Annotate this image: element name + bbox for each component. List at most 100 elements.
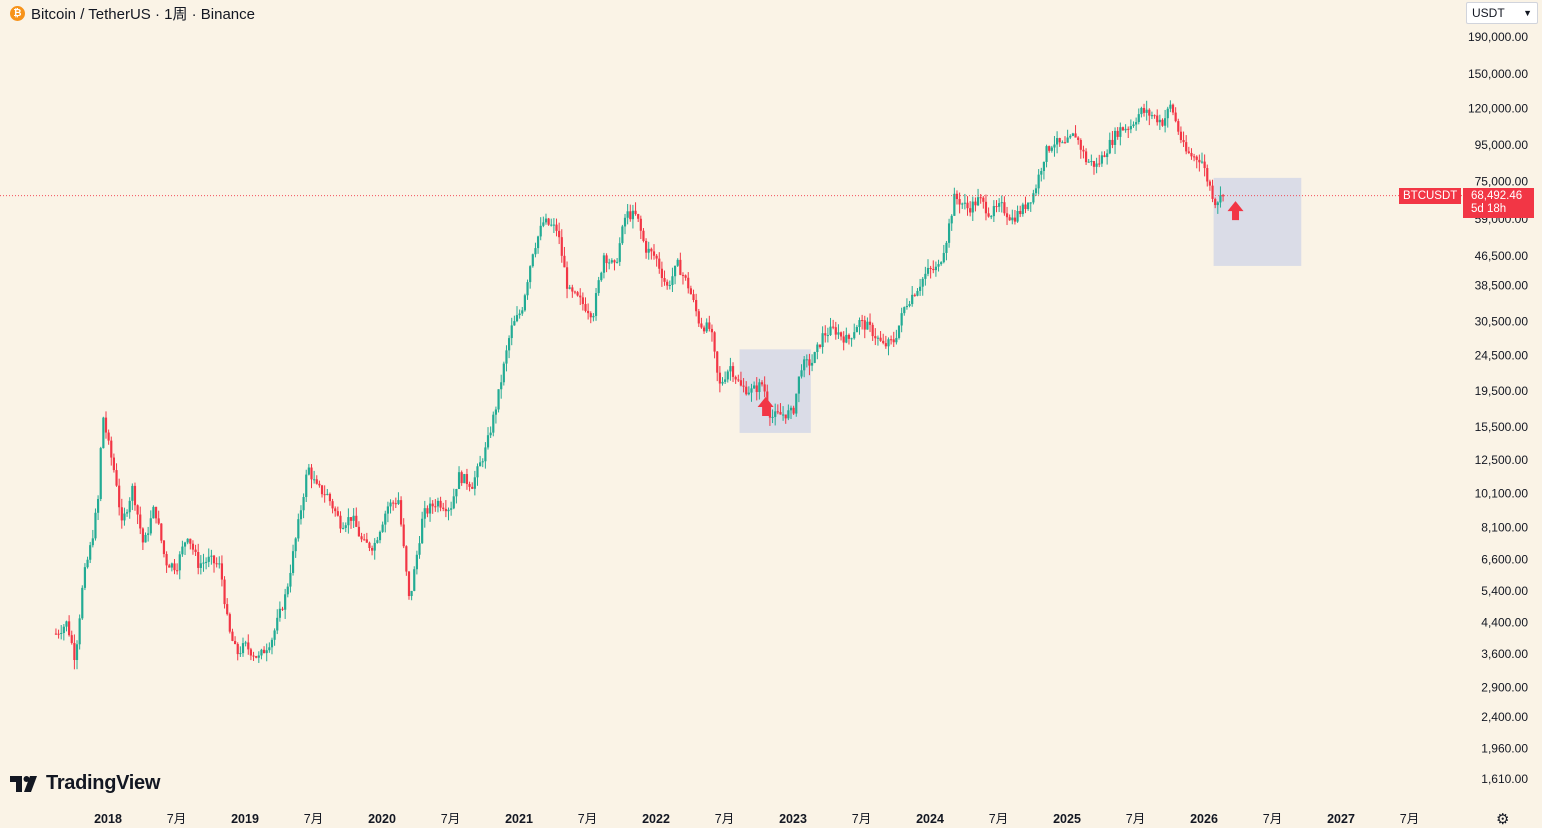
candle-body (550, 224, 553, 226)
candle-body (647, 248, 650, 253)
candle-body (1087, 161, 1090, 163)
candle-body (855, 327, 858, 333)
candle-body (539, 225, 542, 237)
candle-body (534, 248, 537, 255)
candle-body (573, 291, 577, 293)
candle-body (165, 554, 168, 566)
candle-body (1145, 109, 1148, 113)
candle-body (1034, 188, 1038, 194)
candle-body (228, 614, 231, 632)
candle-body (1124, 128, 1127, 131)
candle-body (265, 650, 268, 654)
candle-body (1066, 137, 1069, 143)
candle-body (386, 506, 390, 514)
candle-body (418, 543, 421, 555)
candle-body (339, 515, 342, 529)
candle-body (681, 274, 685, 276)
candle-body (484, 447, 487, 462)
y-tick-label: 10,100.00 (1475, 486, 1529, 500)
candle-body (60, 632, 63, 634)
candle-body (565, 267, 569, 289)
symbol-title[interactable]: Bitcoin / TetherUS · 1周 · Binance (31, 5, 255, 23)
candle-body (315, 479, 318, 484)
candle-body (650, 248, 653, 252)
candle-body (507, 338, 511, 351)
candle-body (642, 230, 645, 241)
candle-body (183, 542, 187, 547)
candle-body (639, 218, 642, 231)
candle-body (1200, 161, 1204, 163)
y-tick-label: 46,500.00 (1475, 249, 1529, 263)
candle-body (695, 299, 698, 312)
chart-header: ₿ Bitcoin / TetherUS · 1周 · Binance (10, 4, 255, 23)
candle-body (381, 524, 384, 532)
candle-body (1077, 137, 1080, 141)
candle-body (1113, 130, 1117, 145)
candle-body (1185, 142, 1188, 152)
candle-body (86, 559, 89, 568)
candle-body (921, 278, 924, 287)
candle-body (276, 617, 279, 631)
currency-select[interactable]: USDT ▼ (1466, 2, 1538, 24)
candle-body (1011, 217, 1014, 221)
candle-body (750, 388, 753, 393)
candle-body (697, 311, 700, 324)
candle-body (774, 411, 777, 417)
candle-body (268, 647, 271, 651)
candle-body (1013, 217, 1017, 222)
candle-body (457, 472, 461, 489)
candle-body (471, 486, 474, 489)
candle-body (223, 579, 226, 605)
currency-value: USDT (1472, 6, 1505, 20)
candle-body (62, 626, 65, 633)
y-tick-label: 12,500.00 (1475, 453, 1529, 467)
candle-body (734, 376, 737, 380)
candle-body (370, 547, 374, 551)
candle-body (847, 334, 851, 339)
candle-body (1137, 114, 1140, 123)
candle-body (1132, 124, 1135, 127)
candle-body (1161, 119, 1164, 126)
candle-body (926, 267, 930, 274)
settings-gear-icon[interactable]: ⚙ (1496, 811, 1510, 828)
candle-body (692, 294, 695, 300)
candle-body (663, 278, 666, 282)
candle-body (900, 313, 903, 326)
candle-body (352, 515, 355, 521)
candle-body (199, 563, 202, 568)
y-tick-label: 38,500.00 (1475, 278, 1529, 292)
candle-body (115, 470, 118, 486)
candle-body (1024, 204, 1027, 210)
candle-body (1153, 115, 1156, 117)
candle-body (194, 549, 197, 553)
candle-body (1221, 195, 1225, 197)
candle-body (334, 508, 337, 512)
candle-body (689, 288, 692, 295)
candle-body (133, 485, 137, 506)
candle-body (984, 201, 988, 214)
candle-body (1190, 152, 1193, 157)
x-tick-label: 2020 (368, 812, 396, 826)
candle-body (57, 633, 60, 635)
candle-body (945, 242, 948, 253)
y-tick-label: 3,600.00 (1481, 647, 1528, 661)
candle-body (326, 493, 329, 495)
tradingview-logo[interactable]: TradingView (10, 772, 160, 795)
candle-body (173, 563, 176, 571)
candle-body (934, 266, 938, 271)
candle-body (776, 411, 779, 413)
candle-body (1053, 144, 1056, 148)
candle-body (1048, 146, 1051, 151)
x-tick-label: 2027 (1327, 812, 1355, 826)
candle-body (1021, 204, 1024, 215)
candle-body (605, 255, 608, 264)
candle-body (739, 380, 743, 386)
candle-body (747, 392, 750, 395)
candle-body (1140, 107, 1143, 115)
candle-body (313, 479, 316, 481)
candle-body (742, 385, 745, 387)
candle-body (908, 304, 911, 306)
candle-body (755, 385, 758, 393)
candle-body (318, 483, 321, 486)
